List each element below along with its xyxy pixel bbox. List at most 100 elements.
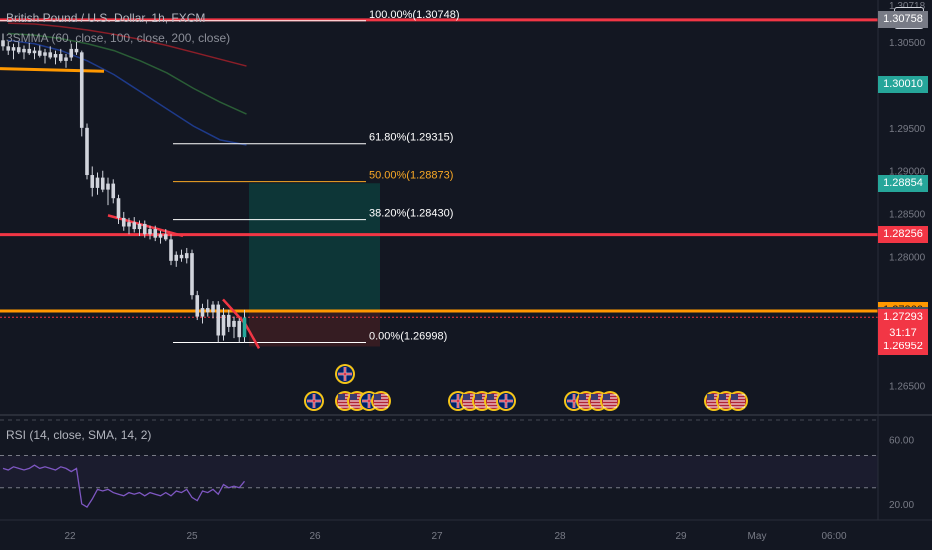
- horizontal-levels[interactable]: [0, 18, 878, 318]
- countdown-tag: 31:17: [878, 325, 928, 343]
- flag-canton-13: [591, 394, 598, 400]
- fibonacci-levels[interactable]: 100.00%(1.30748) 61.80%(1.29315) 50.00%(1.…: [0, 9, 460, 344]
- candle-body-29: [153, 229, 158, 238]
- candle-body-10: [53, 54, 58, 58]
- flag-canton-3: [350, 394, 357, 400]
- price-tag-1: 1.30010: [878, 75, 928, 93]
- price-tag-0: 1.30758: [878, 11, 928, 29]
- price-axis-label-2: 1.29000: [889, 167, 926, 178]
- price-tag-7: 1.26952: [878, 337, 928, 355]
- time-axis[interactable]: 22 25 26 27 28 29 May 06:00: [0, 519, 932, 542]
- candle-body-0: [1, 40, 5, 47]
- candle-body-39: [205, 308, 210, 313]
- candle-body-19: [100, 177, 105, 190]
- time-axis-label-1: 25: [186, 531, 198, 542]
- candle-body-21: [111, 183, 116, 199]
- price-axis-label-1: 1.29500: [889, 124, 926, 135]
- candle-body-8: [43, 52, 47, 56]
- candle-body-38: [200, 308, 205, 317]
- candle-body-4: [22, 48, 26, 53]
- candle-body-44: [232, 320, 236, 327]
- candle-body-9: [48, 52, 53, 58]
- candle-body-11: [58, 54, 63, 61]
- time-axis-label-5: 29: [675, 531, 687, 542]
- candle-body-45: [237, 320, 242, 338]
- flag-canton-17: [731, 394, 738, 400]
- red-trendline-3: [243, 322, 261, 349]
- fib-label-1: 61.80%(1.29315): [369, 132, 453, 144]
- candle-body-33: [174, 254, 179, 261]
- candle-body-2: [11, 47, 16, 51]
- candle-body-43: [226, 314, 231, 327]
- candle-body-42: [221, 314, 226, 336]
- price-axis-label-5: 1.26500: [889, 381, 926, 392]
- fib-label-0: 100.00%(1.30748): [369, 9, 460, 21]
- candle-body-32: [169, 239, 173, 261]
- rsi-axis-label-1: 20.00: [889, 500, 914, 511]
- time-axis-label-3: 27: [431, 531, 443, 542]
- candle-body-22: [116, 198, 121, 218]
- candle-body-34: [179, 254, 184, 259]
- smma-lines: [7, 22, 247, 146]
- price-axis-label-3: 1.28500: [889, 210, 926, 221]
- price-tag-3: 1.28256: [878, 226, 928, 244]
- flag-canton-16: [719, 394, 726, 400]
- symbol-title: British Pound / U.S. Dollar, 1h, FXCM: [6, 11, 206, 25]
- rsi-label: RSI (14, close, SMA, 14, 2): [6, 428, 152, 442]
- candle-body-6: [32, 50, 37, 54]
- flag-canton-9: [487, 394, 494, 400]
- time-axis-label-4: 28: [554, 531, 566, 542]
- candle-body-3: [16, 47, 21, 53]
- fib-label-4: 0.00%(1.26998): [369, 331, 447, 343]
- rsi-axis-label-0: 60.00: [889, 435, 914, 446]
- candle-body-5: [27, 48, 32, 54]
- fib-label-2: 50.00%(1.28873): [369, 170, 453, 182]
- price-tag-6: 1.27293: [878, 308, 928, 326]
- candle-body-40: [211, 304, 215, 313]
- flag-canton-8: [475, 394, 482, 400]
- fib-label-3: 38.20%(1.28430): [369, 208, 453, 220]
- candle-body-27: [142, 223, 147, 235]
- candle-body-16: [85, 127, 89, 176]
- price-tag-2: 1.28854: [878, 174, 928, 192]
- rsi-pane: 60.00 20.00: [0, 414, 932, 511]
- orange-trendline: [0, 67, 105, 73]
- candle-body-36: [190, 253, 194, 296]
- flag-canton-1: [338, 394, 345, 400]
- smma-line-1: [7, 22, 247, 67]
- candle-body-12: [64, 57, 68, 61]
- candle-body-37: [195, 295, 200, 317]
- smma-line-0: [7, 32, 247, 115]
- price-axis-label-0: 1.30500: [889, 38, 926, 49]
- candle-body-14: [74, 48, 79, 53]
- event-markers[interactable]: [304, 364, 748, 411]
- flag-canton-14: [603, 394, 610, 400]
- candle-body-23: [121, 217, 126, 227]
- time-axis-label-0: 22: [64, 531, 76, 542]
- red-trendline-2: [222, 298, 246, 325]
- time-axis-label-7: 06:00: [821, 531, 846, 542]
- smma-line-2: [7, 39, 247, 146]
- time-axis-label-2: 26: [309, 531, 321, 542]
- indicator-label: 3SMMA (60, close, 100, close, 200, close…: [6, 31, 231, 45]
- candle-body-20: [106, 183, 110, 190]
- candle-body-28: [148, 229, 152, 235]
- candle-body-13: [69, 48, 74, 58]
- candles: [1, 33, 247, 343]
- position-zones: [249, 183, 380, 347]
- candle-body-35: [184, 253, 189, 259]
- candle-body-7: [37, 50, 42, 56]
- candle-body-31: [163, 234, 168, 240]
- candle-body-25: [132, 222, 137, 230]
- profit-zone: [249, 183, 380, 311]
- top-axis-label: 1.30718: [889, 1, 926, 12]
- candle-body-18: [95, 177, 100, 188]
- time-axis-label-6: May: [748, 531, 767, 542]
- candle-body-24: [127, 222, 131, 227]
- loss-zone: [249, 310, 380, 347]
- flag-canton-7: [463, 394, 470, 400]
- rsi-band-fill: [0, 455, 878, 488]
- candle-body-26: [137, 223, 142, 230]
- candle-body-1: [6, 46, 11, 51]
